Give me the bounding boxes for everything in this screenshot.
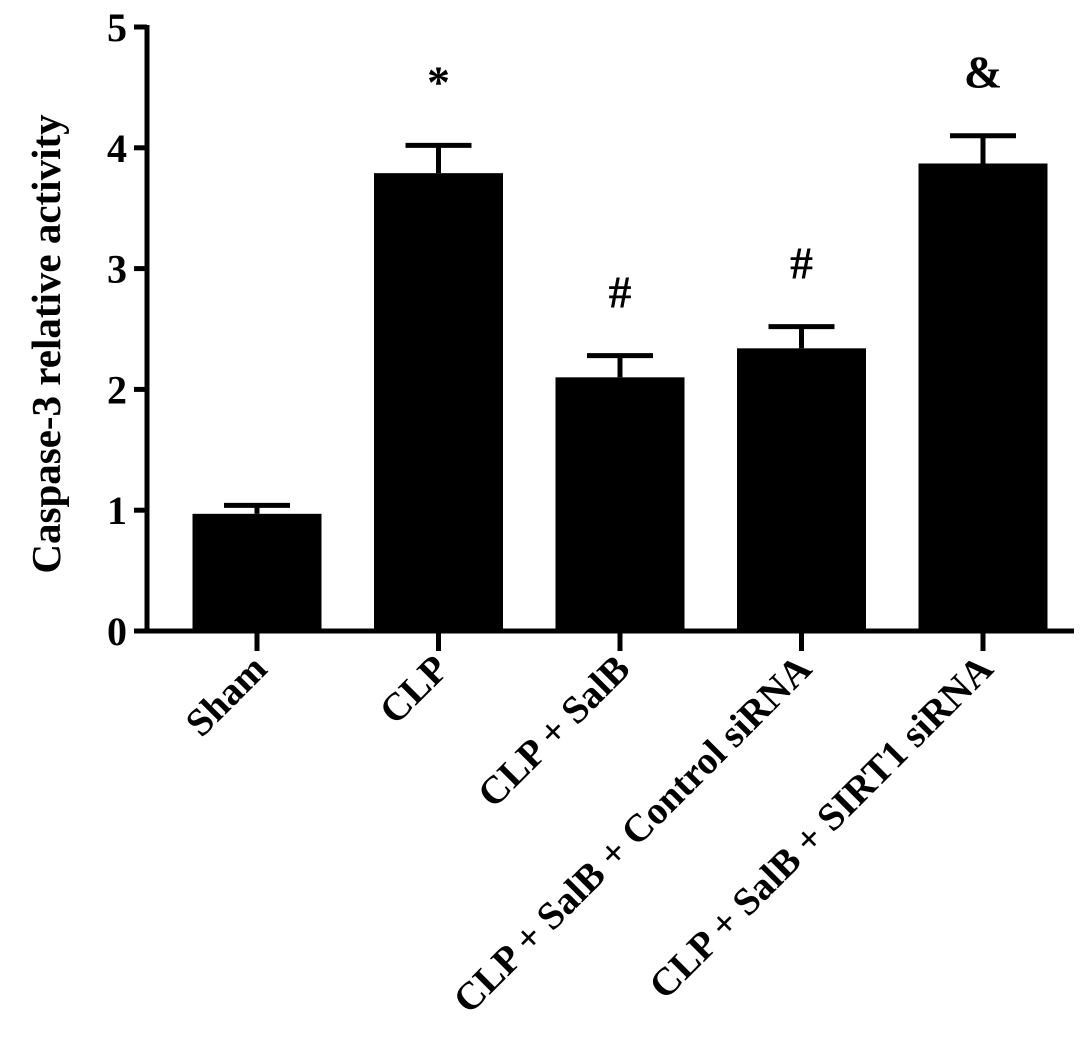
significance-markers: * # # & — [427, 47, 1002, 318]
y-tick-label: 2 — [107, 367, 127, 412]
bar — [737, 348, 866, 631]
x-axis — [147, 628, 1074, 651]
y-tick-label: 4 — [107, 126, 127, 171]
category-label: Sham — [178, 647, 276, 745]
y-tick-label: 5 — [107, 5, 127, 50]
significance-marker: # — [609, 267, 632, 318]
category-label: CLP + SalB + Control siRNA — [445, 647, 820, 1022]
category-label: CLP — [371, 647, 457, 733]
y-axis: 0 1 2 3 4 5 — [107, 5, 150, 654]
bars — [192, 163, 1048, 631]
y-tick-label: 1 — [107, 488, 127, 533]
y-tick-label: 3 — [107, 247, 127, 292]
y-tick-label: 0 — [107, 609, 127, 654]
bar — [918, 163, 1048, 631]
bar — [555, 377, 685, 631]
significance-marker: # — [790, 238, 813, 289]
y-axis-title-group: Caspase-3 relative activity — [23, 114, 69, 574]
category-label: CLP + SalB + SIRT1 siRNA — [641, 647, 1001, 1007]
significance-marker: * — [427, 56, 450, 107]
y-axis-title: Caspase-3 relative activity — [23, 114, 69, 574]
error-bars — [224, 133, 1016, 514]
bar — [374, 173, 503, 631]
category-label: CLP + SalB — [470, 647, 639, 816]
significance-marker: & — [964, 47, 1002, 98]
bar — [192, 513, 322, 631]
